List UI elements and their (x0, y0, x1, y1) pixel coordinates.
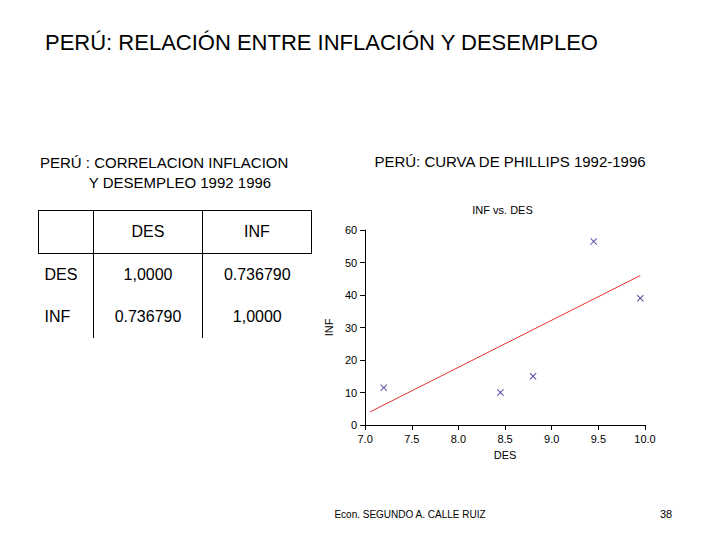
svg-text:10: 10 (345, 387, 357, 399)
html-text:Econ. SEGUNDO A. CALLE RUIZ: Econ. SEGUNDO A. CALLE RUIZ (334, 509, 486, 520)
html-text:0.736790: 0.736790 (223, 266, 291, 283)
html-text:DES: DES (44, 266, 78, 283)
svg-text:7.5: 7.5 (404, 433, 419, 445)
svg-text:9.5: 9.5 (591, 433, 606, 445)
svg-text:INF vs. DES: INF vs. DES (472, 204, 533, 216)
html-text:PERÚ : CORRELACION INFLACION: PERÚ : CORRELACION INFLACION (40, 154, 289, 171)
svg-text:8.5: 8.5 (497, 433, 512, 445)
svg-text:50: 50 (345, 257, 357, 269)
html-text:38: 38 (660, 508, 673, 520)
svg-text:DES: DES (494, 449, 517, 461)
svg-text:30: 30 (345, 322, 357, 334)
html-text:PERÚ: RELACIÓN ENTRE INFLACIÓN: PERÚ: RELACIÓN ENTRE INFLACIÓN Y DESEMPL… (45, 30, 598, 55)
html-text:1,0000: 1,0000 (123, 266, 173, 283)
svg-text:8.0: 8.0 (451, 433, 466, 445)
svg-text:20: 20 (345, 354, 357, 366)
svg-text:9.0: 9.0 (544, 433, 559, 445)
svg-text:INF: INF (323, 318, 335, 336)
html-text:Y DESEMPLEO 1992 1996: Y DESEMPLEO 1992 1996 (88, 174, 272, 191)
html-text:INF: INF (44, 308, 71, 325)
html-text:INF: INF (244, 223, 270, 240)
svg-text:0: 0 (351, 419, 357, 431)
svg-text:7.0: 7.0 (357, 433, 372, 445)
html-text:1,0000: 1,0000 (232, 308, 282, 325)
svg-text:60: 60 (345, 224, 357, 236)
svg-text:40: 40 (345, 289, 357, 301)
svg-text:10.0: 10.0 (634, 433, 655, 445)
html-text:DES: DES (131, 223, 165, 240)
html-text:0.736790: 0.736790 (114, 308, 182, 325)
html-text:PERÚ: CURVA DE PHILLIPS 1992-1: PERÚ: CURVA DE PHILLIPS 1992-1996 (374, 153, 646, 170)
